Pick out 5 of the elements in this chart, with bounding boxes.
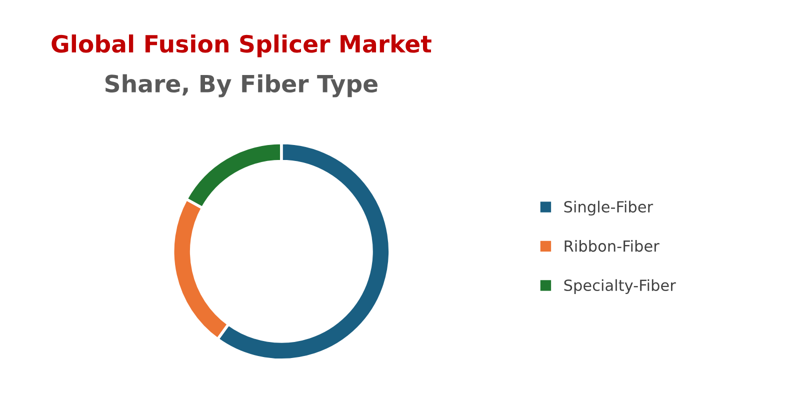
- chart-title: Global Fusion Splicer Market: [52, 34, 432, 58]
- legend-label: Ribbon-Fiber: [564, 240, 660, 252]
- legend-label: Single-Fiber: [564, 200, 654, 216]
- chart-subtitle: Share, By Fiber Type: [105, 74, 378, 98]
- legend-label: Specialty-Fiber: [564, 279, 676, 294]
